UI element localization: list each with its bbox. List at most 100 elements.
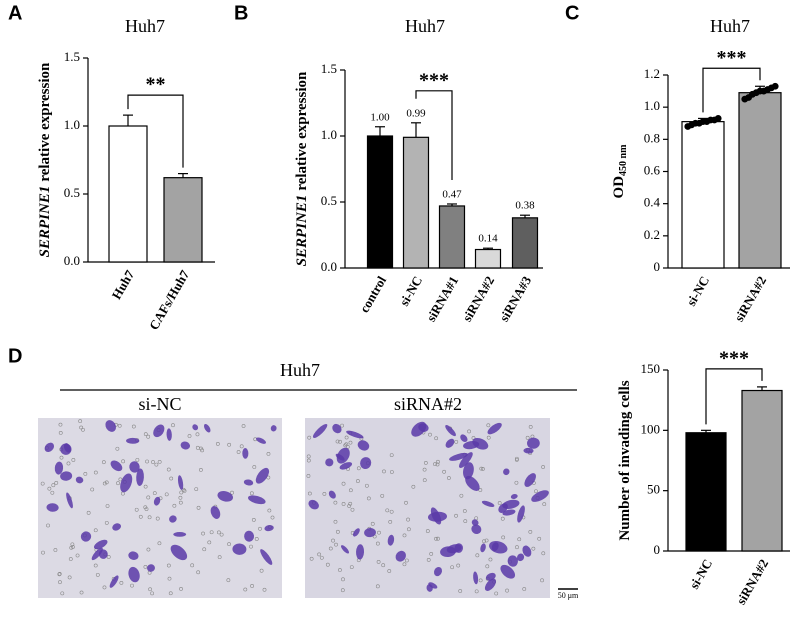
cell bbox=[340, 545, 350, 554]
y-tick-label: 0.0 bbox=[321, 259, 337, 274]
pore bbox=[423, 460, 428, 465]
cell bbox=[328, 490, 336, 499]
pore bbox=[50, 490, 55, 495]
cell bbox=[126, 437, 140, 444]
pore bbox=[348, 488, 353, 493]
pore bbox=[486, 435, 491, 440]
pore bbox=[195, 432, 200, 437]
cell bbox=[503, 468, 510, 476]
pore bbox=[356, 466, 361, 471]
x-tick-label: siRNA#2 bbox=[731, 273, 769, 324]
pore bbox=[172, 503, 177, 508]
y-tick-label: 0.2 bbox=[644, 227, 660, 242]
cell bbox=[260, 549, 273, 565]
pore bbox=[344, 435, 349, 440]
pore bbox=[182, 489, 187, 493]
x-tick-label: siRNA#2 bbox=[459, 273, 497, 324]
pore bbox=[41, 550, 45, 555]
pore bbox=[53, 548, 58, 552]
cell bbox=[173, 532, 187, 537]
cell bbox=[91, 547, 103, 561]
pore bbox=[541, 551, 546, 556]
x-tick-label: siRNA#3 bbox=[496, 273, 534, 324]
pore bbox=[497, 501, 502, 505]
cell bbox=[387, 534, 395, 546]
cell bbox=[471, 519, 479, 526]
cell bbox=[80, 531, 92, 542]
pore bbox=[306, 454, 311, 459]
significance-bracket bbox=[705, 368, 763, 425]
cell bbox=[459, 452, 473, 468]
y-axis-label-italic: SERPINE1 bbox=[294, 195, 310, 267]
value-label: 0.47 bbox=[442, 189, 462, 201]
pore bbox=[376, 560, 381, 564]
pore bbox=[254, 537, 259, 541]
pore bbox=[71, 458, 76, 462]
significance-bracket bbox=[415, 90, 453, 180]
cell bbox=[487, 422, 502, 435]
y-tick-label: 1.0 bbox=[644, 98, 660, 113]
pore bbox=[402, 533, 407, 538]
pore bbox=[381, 563, 386, 568]
pore bbox=[151, 460, 155, 464]
cell bbox=[203, 423, 211, 433]
pore bbox=[46, 523, 50, 528]
pore bbox=[68, 557, 73, 561]
pore bbox=[317, 552, 322, 557]
pore bbox=[262, 587, 267, 592]
pore bbox=[425, 529, 430, 533]
pore bbox=[366, 496, 371, 501]
pore bbox=[57, 572, 62, 577]
micrograph-title: Huh7 bbox=[280, 360, 320, 380]
pore bbox=[216, 530, 221, 535]
pore bbox=[319, 555, 324, 560]
pore bbox=[462, 509, 467, 513]
pore bbox=[70, 542, 75, 547]
pore bbox=[343, 443, 348, 448]
y-tick-label: 100 bbox=[641, 421, 661, 436]
pore bbox=[433, 462, 437, 467]
pore bbox=[166, 467, 171, 472]
pore bbox=[146, 547, 151, 552]
pore bbox=[219, 532, 224, 537]
pore bbox=[199, 467, 203, 472]
pore bbox=[148, 587, 153, 592]
value-label: 0.14 bbox=[478, 233, 498, 245]
error-bar bbox=[123, 114, 133, 126]
cell bbox=[44, 442, 55, 452]
y-tick-label: 0.5 bbox=[321, 193, 337, 208]
cell bbox=[336, 447, 350, 464]
pore bbox=[467, 429, 471, 434]
pore bbox=[422, 478, 427, 483]
cell bbox=[169, 515, 177, 523]
pore bbox=[406, 527, 411, 532]
pore bbox=[58, 422, 63, 427]
pore bbox=[459, 493, 464, 498]
pore bbox=[429, 551, 434, 556]
y-tick-label: 0.8 bbox=[644, 130, 660, 145]
cell bbox=[471, 524, 482, 535]
significance-label: ** bbox=[146, 74, 166, 96]
y-axis-label: Number of invading cells bbox=[617, 380, 633, 540]
pore bbox=[446, 476, 451, 480]
cell bbox=[446, 544, 462, 554]
pore bbox=[331, 538, 335, 543]
pore bbox=[157, 541, 162, 546]
cell bbox=[465, 475, 480, 491]
pore bbox=[402, 562, 407, 567]
cell bbox=[339, 462, 353, 470]
pore bbox=[385, 508, 390, 513]
pore bbox=[215, 442, 220, 446]
cell bbox=[109, 575, 119, 588]
cell bbox=[357, 440, 370, 451]
cell bbox=[243, 479, 254, 486]
y-axis-label-text: relative expression bbox=[37, 62, 53, 182]
pore bbox=[341, 481, 346, 486]
cell bbox=[128, 551, 139, 560]
pore bbox=[540, 578, 544, 583]
y-tick-label: 0 bbox=[654, 542, 661, 557]
bar bbox=[108, 125, 148, 263]
cell bbox=[524, 473, 536, 487]
pore bbox=[152, 491, 157, 496]
pore bbox=[157, 460, 162, 464]
